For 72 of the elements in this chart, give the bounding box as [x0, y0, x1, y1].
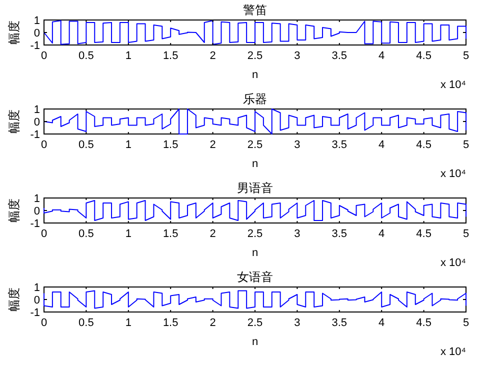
x-tick-label: 2: [210, 317, 216, 329]
line-series: [44, 200, 466, 221]
y-axis-title: 幅度: [7, 198, 21, 222]
x-tick-label: 5: [462, 50, 470, 62]
x-tick-label: 1: [125, 50, 132, 62]
y-tick-label: 1: [34, 193, 40, 205]
x-tick-label: 0.5: [78, 139, 94, 151]
x-tick-label: 0.5: [78, 228, 94, 240]
y-tick-label: 0: [34, 294, 40, 306]
x-tick-label: 1: [125, 228, 132, 240]
x-tick-label: 1: [125, 139, 132, 151]
x-tick-label: 4.5: [416, 50, 432, 62]
x-tick-label: 3.5: [332, 50, 348, 62]
x-tick-label: 2.5: [247, 228, 263, 240]
y-tick-label: -1: [30, 307, 40, 319]
x-tick-label: 4: [378, 228, 385, 240]
x-tick-label: 2: [210, 139, 216, 151]
x-tick-label: 4: [378, 139, 385, 151]
y-tick-label: -1: [30, 129, 40, 141]
x-tick-label: 0.5: [78, 50, 94, 62]
y-tick-label: -1: [30, 218, 40, 230]
x-tick-label: 5: [462, 228, 470, 240]
x-tick-label: 3.5: [332, 228, 348, 240]
y-tick-label: 1: [34, 282, 40, 294]
line-series: [44, 20, 466, 45]
chart-title: 乐器: [243, 92, 267, 106]
x-tick-label: 1.5: [162, 50, 178, 62]
x-tick-label: 5: [462, 139, 470, 151]
x-axis-title: n: [252, 247, 258, 259]
chart-title: 女语音: [237, 270, 273, 284]
chart-title: 警笛: [243, 3, 267, 17]
x-tick-label: 5: [462, 317, 470, 329]
y-axis-title: 幅度: [7, 110, 21, 134]
x-tick-label: 4: [378, 50, 385, 62]
y-axis-title: 幅度: [7, 288, 21, 312]
x-tick-label: 2: [210, 228, 216, 240]
x-tick-label: 3.5: [332, 139, 348, 151]
x-tick-label: 4: [378, 317, 385, 329]
x-tick-label: 3: [294, 50, 300, 62]
x-tick-label: 1.5: [162, 228, 178, 240]
x-tick-label: 3: [294, 228, 300, 240]
x-tick-label: 2: [210, 50, 216, 62]
chart-title: 男语音: [237, 181, 273, 195]
x-tick-label: 3: [294, 317, 300, 329]
y-tick-label: 0: [34, 28, 40, 40]
x-tick-label: 1.5: [162, 317, 178, 329]
x-tick-label: 3: [294, 139, 300, 151]
text: x 10⁴: [440, 168, 466, 180]
x-tick-label: 1: [125, 317, 132, 329]
y-tick-label: 1: [34, 15, 40, 27]
x-axis-title: n: [252, 336, 258, 348]
text: x 10⁴: [440, 79, 466, 91]
x-tick-label: 4.5: [416, 317, 432, 329]
x-tick-label: 2.5: [247, 50, 263, 62]
x-tick-label: 4.5: [416, 228, 432, 240]
x-tick-label: 0.5: [78, 317, 94, 329]
y-tick-label: 0: [34, 116, 40, 128]
y-tick-label: 1: [34, 104, 40, 116]
x-tick-label: 4.5: [416, 139, 432, 151]
x-tick-label: 2.5: [247, 139, 263, 151]
y-axis-title: 幅度: [7, 20, 21, 44]
x-tick-label: 2.5: [247, 317, 263, 329]
y-tick-label: -1: [30, 40, 40, 52]
text: x 10⁴: [440, 346, 466, 358]
line-series: [44, 290, 466, 309]
line-series: [44, 108, 466, 134]
x-axis-title: n: [252, 69, 258, 81]
y-tick-label: 0: [34, 206, 40, 218]
x-tick-label: 3.5: [332, 317, 348, 329]
x-axis-title: n: [252, 158, 258, 170]
text: x 10⁴: [440, 257, 466, 269]
x-tick-label: 1.5: [162, 139, 178, 151]
